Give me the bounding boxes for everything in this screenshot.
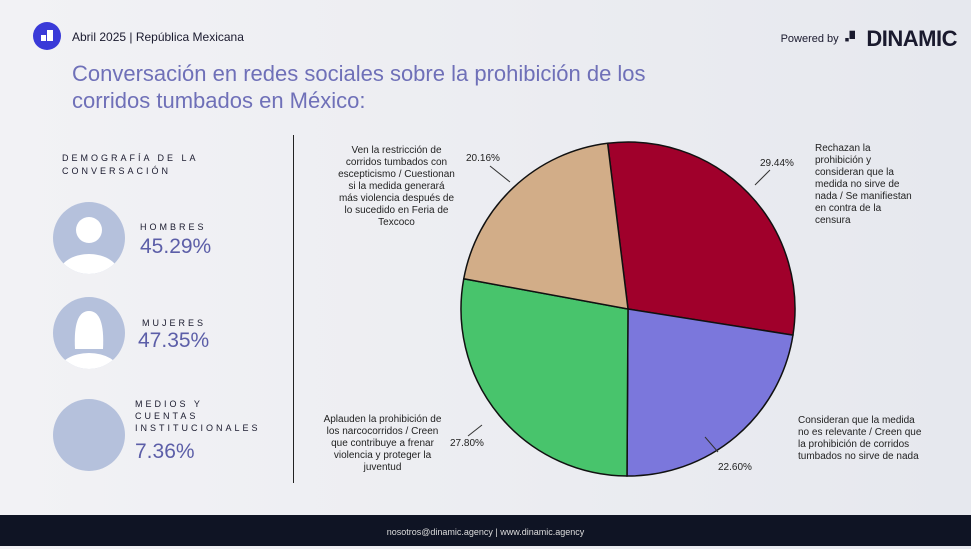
- slice-label-purple: Consideran que la medida no es relevante…: [798, 415, 922, 462]
- pie-slice-0: [606, 141, 796, 336]
- dinamic-logo-icon: ▪▘: [844, 30, 861, 47]
- pie-slice-3: [462, 142, 629, 310]
- male-avatar-icon: [53, 202, 125, 274]
- slice-pct-tan: 20.16%: [466, 153, 500, 164]
- value-medios: 7.36%: [135, 440, 195, 463]
- media-avatar-icon: [53, 399, 125, 471]
- slice-pct-purple: 22.60%: [718, 462, 752, 473]
- page-title: Conversación en redes sociales sobre la …: [72, 61, 646, 113]
- footer-contact: nosotros@dinamic.agency | www.dinamic.ag…: [0, 515, 971, 546]
- brand-logo-icon: [33, 22, 61, 50]
- label-medios: MEDIOS Y CUENTAS INSTITUCIONALES: [135, 399, 261, 433]
- pie-slice-1: [626, 308, 794, 477]
- female-avatar-icon: [53, 297, 125, 369]
- slice-label-green: Aplauden la prohibición de los narcocorr…: [323, 414, 442, 473]
- date-region: Abril 2025 | República Mexicana: [72, 30, 244, 44]
- brand-name: DINAMIC: [866, 26, 957, 51]
- label-hombres: HOMBRES: [140, 222, 207, 232]
- slice-pct-red: 29.44%: [760, 158, 794, 169]
- demographics-heading: DEMOGRAFÍA DE LA CONVERSACIÓN: [62, 153, 199, 176]
- powered-by: Powered by ▪▘ DINAMIC: [780, 26, 958, 52]
- leader-line-0: [489, 165, 511, 183]
- label-mujeres: MUJERES: [142, 318, 207, 328]
- leader-line-2: [704, 436, 719, 453]
- divider: [293, 135, 294, 483]
- slice-label-tan: Ven la restricción de corridos tumbados …: [338, 145, 455, 228]
- slice-label-red: Rechazan la prohibición y consideran que…: [815, 143, 912, 226]
- value-mujeres: 47.35%: [138, 329, 210, 352]
- pie-slice-2: [460, 277, 629, 477]
- leader-line-3: [467, 424, 483, 437]
- powered-by-text: Powered by: [780, 33, 839, 45]
- value-hombres: 45.29%: [140, 235, 212, 258]
- leader-line-1: [754, 169, 771, 186]
- slice-pct-green: 27.80%: [450, 438, 484, 449]
